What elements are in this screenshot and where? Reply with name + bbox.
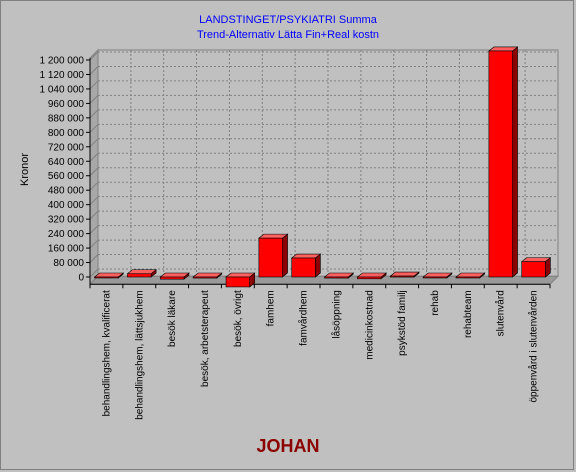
y-tick-label: 80 000	[53, 258, 84, 269]
y-tick-label: 1 200 000	[40, 56, 85, 67]
bar-top	[323, 272, 355, 278]
grid-line-side	[89, 95, 99, 104]
bar-top	[126, 269, 157, 275]
grid-line-side	[89, 109, 99, 119]
y-tick-label: 800 000	[48, 128, 85, 139]
x-tick-label: famvårdhem	[298, 290, 310, 346]
bar-top	[422, 272, 453, 278]
bar-front	[94, 276, 119, 279]
x-tick-label: famhem	[266, 290, 277, 326]
bar	[290, 253, 322, 278]
y-tick-label: 1 120 000	[40, 70, 85, 81]
bar-front	[521, 261, 546, 278]
y-tick-label: 400 000	[48, 200, 85, 211]
bar	[356, 272, 387, 280]
grid-line-side	[89, 254, 99, 263]
bar-front	[390, 275, 415, 278]
bar-side	[512, 46, 518, 278]
bar-top	[389, 271, 420, 277]
x-tick-label: medicinkostnad	[364, 290, 375, 359]
x-tick-label: rehab	[430, 290, 441, 316]
x-tick-label: psykstöd familj	[397, 290, 408, 356]
grid-line-side	[89, 239, 99, 249]
y-tick-label: 160 000	[48, 244, 85, 255]
bar-side	[282, 233, 288, 278]
bar	[422, 272, 453, 279]
y-tick-label: 880 000	[48, 113, 85, 124]
bar-front	[455, 276, 480, 279]
grid-line-side	[89, 152, 99, 162]
y-tick-label: 640 000	[48, 157, 85, 168]
chart-footer: JOHAN	[256, 436, 320, 456]
x-tick-label: slutenvård	[495, 290, 507, 336]
y-tick-label: 320 000	[48, 215, 85, 226]
bar-top	[455, 272, 486, 278]
bar-top	[159, 272, 190, 278]
chart-title: LANDSTINGET/PSYKIATRI Summa	[199, 14, 377, 26]
bar	[126, 269, 157, 278]
bar-top	[258, 233, 289, 239]
grid-line-side	[89, 210, 99, 220]
bar-top	[225, 272, 256, 278]
bar-front	[160, 276, 185, 280]
y-tick-label: 480 000	[48, 186, 85, 197]
grid-line-side	[89, 138, 99, 148]
bar	[455, 272, 486, 279]
bar-front	[192, 276, 218, 279]
bar-front	[324, 276, 349, 279]
bar	[389, 271, 420, 278]
x-tick-label: behandlingshem, lättsjukhem	[134, 290, 145, 420]
x-tick-label: rehabteam	[463, 290, 474, 338]
bar	[225, 272, 256, 288]
bar-top	[93, 272, 125, 278]
bar-front	[422, 276, 448, 279]
grid-line-side	[89, 268, 99, 278]
bar	[258, 233, 289, 278]
y-tick-label: 560 000	[48, 171, 85, 182]
grid-line-side	[89, 66, 99, 75]
grid-line-side	[89, 181, 99, 191]
bar-front	[357, 276, 382, 280]
x-tick-label: besök läkare	[167, 290, 178, 347]
grid-line-side	[89, 167, 99, 177]
bar-front	[291, 257, 316, 278]
bar-front	[127, 273, 152, 278]
bar-top	[290, 253, 322, 259]
y-tick-label: 1 040 000	[40, 84, 85, 95]
bar-front	[225, 276, 250, 288]
y-tick-label: 960 000	[48, 99, 85, 110]
grid-line-side	[89, 225, 99, 234]
grid-line-side	[89, 196, 99, 206]
y-tick-label: 240 000	[48, 229, 85, 240]
chart-subtitle: Trend-Alternativ Lätta Fin+Real kostn	[196, 29, 380, 41]
bar-top	[520, 257, 552, 262]
bar-top	[356, 272, 387, 278]
bar	[93, 272, 125, 279]
x-tick-label: besök, arbetsterapeut	[200, 290, 211, 387]
bar	[323, 272, 355, 279]
grid-line-side	[89, 80, 99, 90]
grid-line-side	[89, 51, 99, 61]
bar-top	[488, 46, 519, 52]
bar-front	[258, 237, 283, 278]
grid-line-side	[89, 123, 99, 133]
bar-top	[192, 272, 223, 278]
y-tick-label: 720 000	[48, 142, 85, 153]
x-tick-label: låsöppning	[330, 290, 342, 338]
bar-front	[488, 50, 513, 278]
bar	[192, 272, 223, 279]
x-tick-label: öppenvård i slutenvården	[528, 290, 540, 402]
bar	[488, 46, 519, 278]
y-tick-label: 0	[78, 273, 84, 284]
x-tick-label: behandlingshem, kvalificerat	[101, 290, 112, 416]
bar	[520, 257, 552, 278]
x-tick-label: besök, övrigt	[233, 290, 244, 347]
bar	[159, 272, 190, 280]
